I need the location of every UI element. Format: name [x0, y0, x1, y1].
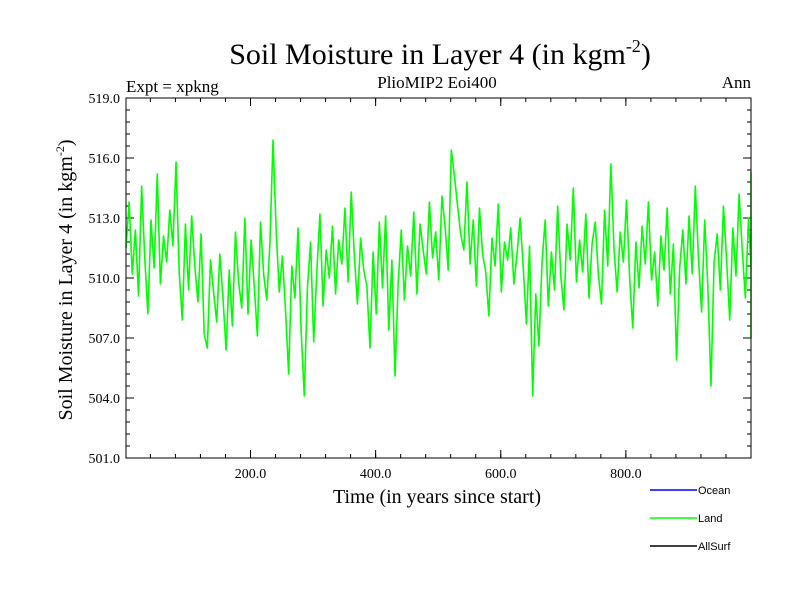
- y-tick-label: 507.0: [89, 332, 121, 347]
- y-tick-label: 519.0: [89, 92, 121, 107]
- series-layer: [125, 139, 752, 397]
- legend-label-ocean: Ocean: [698, 485, 730, 497]
- y-axis-label-close: ): [55, 139, 77, 146]
- y-tick-label: 501.0: [89, 452, 121, 467]
- y-tick-label: 510.0: [89, 272, 121, 287]
- subtitle-right: Ann: [722, 73, 752, 92]
- legend: Ocean Land AllSurf: [650, 485, 731, 553]
- chart-title-close: ): [641, 38, 651, 71]
- legend-label-land: Land: [698, 513, 722, 525]
- tick-labels: 501.0 504.0 507.0 510.0 513.0 516.0 519.0 200.0…: [89, 92, 642, 482]
- subtitle-left: Expt = xpkng: [126, 77, 219, 96]
- plot-frame: [125, 97, 752, 459]
- y-tick-label: 504.0: [89, 392, 121, 407]
- y-tick-label: 513.0: [89, 212, 121, 227]
- legend-label-allsurf: AllSurf: [698, 541, 731, 553]
- subtitle-center: PlioMIP2 Eoi400: [377, 73, 497, 92]
- x-tick-label: 800.0: [610, 467, 642, 482]
- x-tick-label: 400.0: [360, 467, 392, 482]
- y-axis-label: Soil Moisture in Layer 4 (in kgm-2): [53, 139, 77, 420]
- series-line-land: [125, 139, 752, 397]
- y-tick-label: 516.0: [89, 152, 121, 167]
- y-axis-label-superscript: -2: [53, 146, 67, 156]
- x-axis-label: Time (in years since start): [333, 486, 541, 508]
- chart-title: Soil Moisture in Layer 4 (in kgm-2): [229, 36, 651, 71]
- chart-title-superscript: -2: [626, 36, 641, 56]
- x-tick-label: 200.0: [235, 467, 267, 482]
- x-tick-label: 600.0: [485, 467, 517, 482]
